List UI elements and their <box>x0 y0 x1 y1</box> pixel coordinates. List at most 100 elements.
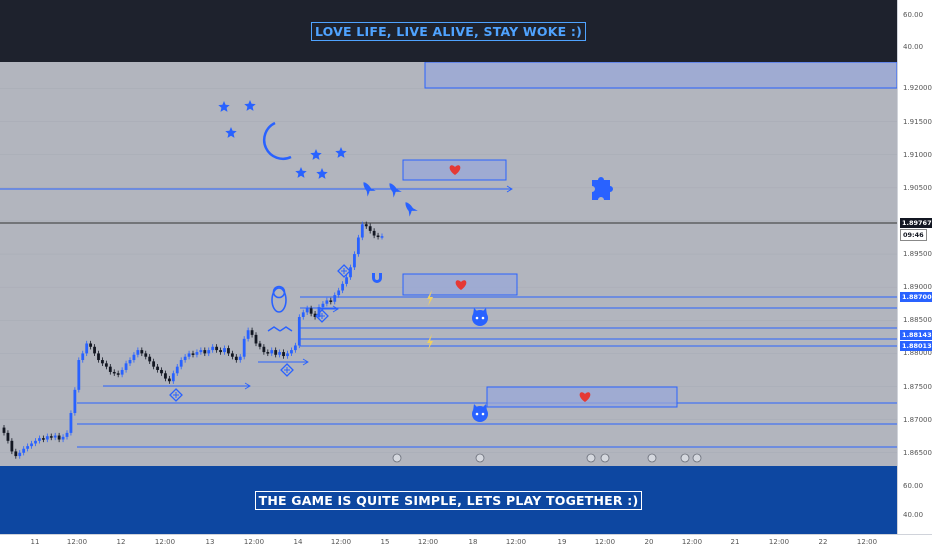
candle-body <box>81 353 85 361</box>
heart-icon <box>579 392 591 402</box>
candle-body <box>254 334 258 344</box>
candle-body <box>14 451 18 457</box>
time-tick-label: 20 <box>644 538 654 546</box>
candle-body <box>61 436 65 440</box>
event-marker-icon <box>475 453 485 463</box>
event-marker-icon <box>692 453 702 463</box>
candles-layer <box>2 221 384 459</box>
price-tick-label: 1.89000 <box>903 283 932 292</box>
time-tick-label: 22 <box>818 538 828 546</box>
event-marker-icon <box>680 453 690 463</box>
price-tick-label: 1.86500 <box>903 448 932 457</box>
candle-body <box>112 371 116 374</box>
chart-grid <box>0 88 897 454</box>
price-tick-label: 1.89500 <box>903 250 932 259</box>
star-icon <box>295 167 307 178</box>
candle-body <box>49 436 53 438</box>
candle-body <box>6 432 10 441</box>
rocket-body <box>389 183 398 194</box>
candle-body <box>152 361 156 367</box>
penguin-head <box>272 285 286 299</box>
candle-body <box>97 353 100 361</box>
star-icon <box>225 127 237 138</box>
candle-body <box>309 308 313 314</box>
crosshair-center <box>341 268 347 274</box>
candle-body <box>211 346 215 351</box>
price-tick-label: 1.91000 <box>903 150 932 159</box>
candle-body <box>140 350 144 354</box>
arrow-head <box>302 358 309 366</box>
arrow-head <box>332 305 339 313</box>
github-cat-icon <box>472 310 488 326</box>
candle-body <box>337 290 341 296</box>
puzzle-icon <box>592 177 613 200</box>
time-tick-label: 12:00 <box>66 538 88 546</box>
candle-body <box>215 346 219 351</box>
candle-body <box>53 435 57 438</box>
candle-body <box>124 363 128 370</box>
candle-body <box>45 436 49 440</box>
cat-eye <box>481 316 485 320</box>
time-tick-label: 19 <box>557 538 567 546</box>
candle-body <box>183 356 187 361</box>
cat-ears <box>473 308 487 315</box>
candle-body <box>305 308 309 313</box>
candle-body <box>266 352 270 354</box>
time-tick-label: 15 <box>380 538 390 546</box>
rocket-body <box>405 202 414 213</box>
candle-body <box>230 353 234 357</box>
candle-body <box>297 316 301 346</box>
candle-body <box>175 366 179 374</box>
candle-body <box>101 360 104 364</box>
candle-body <box>227 348 230 354</box>
candle-body <box>293 345 297 351</box>
magnet-icon <box>372 273 382 283</box>
crosshair-icon <box>337 264 351 278</box>
candle-body <box>148 356 152 362</box>
star-icon <box>244 100 256 111</box>
candle-body <box>246 330 250 339</box>
time-axis[interactable] <box>0 534 932 550</box>
rocket-icon <box>363 182 376 197</box>
cat-eye <box>481 412 485 416</box>
bottom-pane-tick: 60.00 <box>903 482 924 490</box>
star-icon <box>310 149 322 160</box>
cat-eye <box>475 316 479 320</box>
price-axis[interactable] <box>897 0 932 534</box>
time-tick-label: 12:00 <box>330 538 352 546</box>
candle-body <box>73 389 77 414</box>
price-tick-label: 1.87000 <box>903 415 932 424</box>
time-tick-label: 14 <box>293 538 303 546</box>
time-tick-label: 12:00 <box>768 538 790 546</box>
rocket-fins <box>392 188 402 198</box>
crosshair-center <box>173 392 179 398</box>
cat-ears <box>473 404 487 411</box>
candle-body <box>290 350 293 354</box>
candle-body <box>223 348 226 353</box>
candle-body <box>376 235 380 238</box>
candle-body <box>116 373 120 375</box>
rocket-fins <box>408 207 418 217</box>
candle-body <box>345 277 348 284</box>
candle-body <box>353 254 356 268</box>
price-tick-label: 1.88500 <box>903 316 932 325</box>
symbols-layer <box>169 100 702 463</box>
time-tick-label: 12:00 <box>505 538 527 546</box>
candle-body <box>132 354 136 361</box>
candle-body <box>41 438 45 440</box>
candle-body <box>128 360 132 364</box>
time-tick-label: 12:00 <box>243 538 265 546</box>
candle-body <box>341 283 345 291</box>
candle-body <box>325 300 329 304</box>
candle-body <box>258 343 262 347</box>
rocket-icon <box>405 202 418 217</box>
moon-icon <box>262 121 292 160</box>
candle-body <box>199 350 203 353</box>
time-tick-label: 12:00 <box>856 538 878 546</box>
time-tick-label: 12:00 <box>681 538 703 546</box>
candle-body <box>104 363 108 367</box>
candle-body <box>89 343 93 347</box>
price-level-label: 1.88700 <box>900 292 932 302</box>
